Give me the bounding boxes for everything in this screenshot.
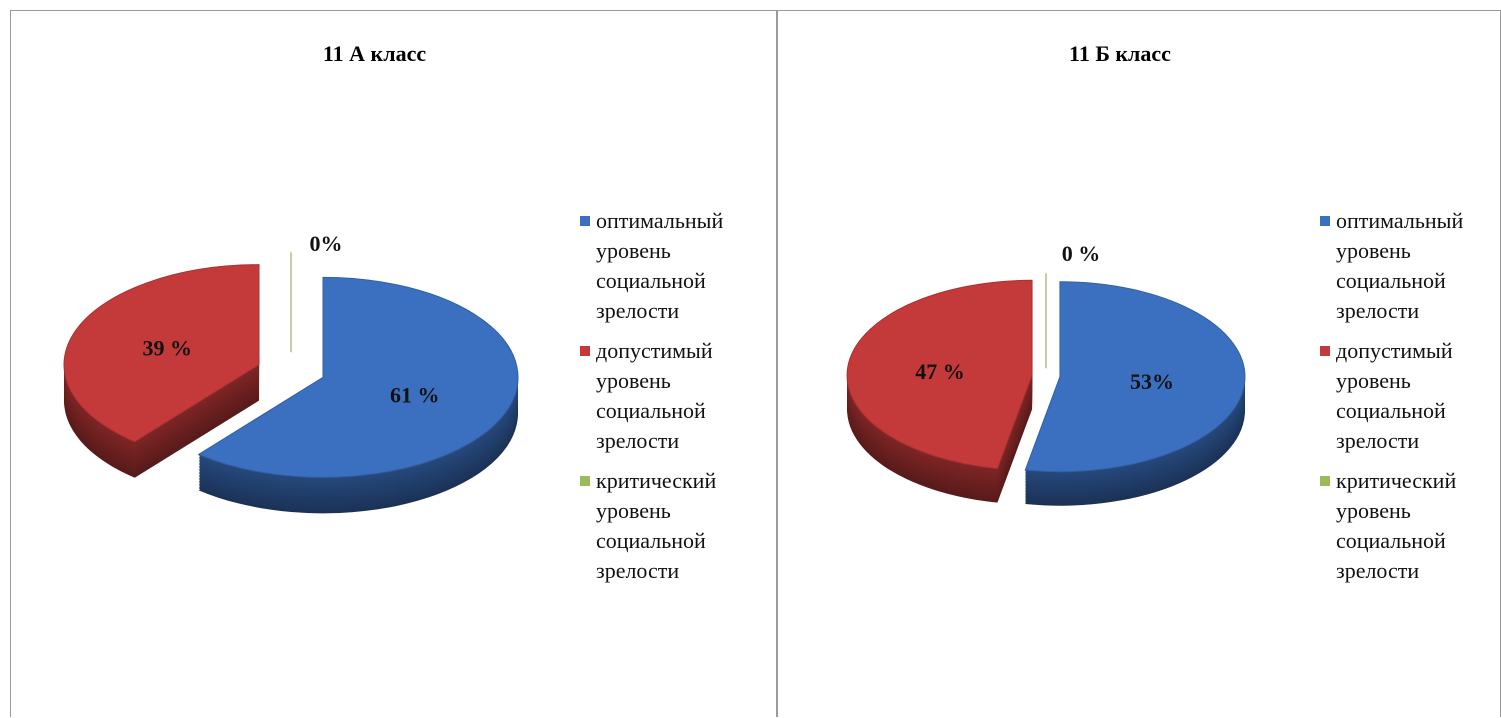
legend: оптимальный уровень социальной зрелости д… — [1318, 206, 1498, 596]
slice — [846, 279, 1033, 470]
legend: оптимальный уровень социальной зрелости д… — [578, 206, 758, 596]
slice — [1024, 281, 1246, 473]
chart: 11 А класс 61 % 39 % 0% — [63, 41, 519, 514]
legend-label: оптимальный уровень социальной зрелости — [1336, 208, 1464, 323]
legend-label: оптимальный уровень социальной зрелости — [596, 208, 724, 323]
chart-panel: 11 Б класс 53% 47 % 0 % оптимальный уровень … — [777, 10, 1501, 717]
legend-item: критический уровень социальной зрелости — [1318, 466, 1498, 586]
legend-item: критический уровень социальной зрелости — [578, 466, 758, 586]
chart-title: 11 А класс — [323, 41, 426, 66]
data-label: 0% — [310, 231, 343, 256]
legend-item: допустимый уровень социальной зрелости — [1318, 336, 1498, 456]
slice — [197, 276, 519, 478]
data-label: 61 % — [390, 382, 440, 407]
legend-label: критический уровень социальной зрелости — [1336, 468, 1457, 583]
legend-swatch — [1320, 346, 1330, 356]
legend-label: допустимый уровень социальной зрелости — [1336, 338, 1453, 453]
legend-label: допустимый уровень социальной зрелости — [596, 338, 713, 453]
legend-item: оптимальный уровень социальной зрелости — [578, 206, 758, 326]
legend-swatch — [1320, 476, 1330, 486]
legend-swatch — [580, 346, 590, 356]
legend-swatch — [1320, 216, 1330, 226]
data-label: 39 % — [143, 336, 193, 361]
legend-label: критический уровень социальной зрелости — [596, 468, 717, 583]
slice — [63, 264, 260, 443]
legend-swatch — [580, 216, 590, 226]
data-label: 0 % — [1062, 241, 1101, 266]
legend-item: допустимый уровень социальной зрелости — [578, 336, 758, 456]
data-label: 53% — [1130, 369, 1174, 394]
chart-title: 11 Б класс — [1069, 41, 1171, 66]
data-label: 47 % — [915, 359, 965, 384]
chart: 11 Б класс 53% 47 % 0 % — [846, 41, 1246, 506]
chart-panel: 11 А класс 61 % 39 % 0% оптимальный уровень … — [10, 10, 777, 717]
legend-swatch — [580, 476, 590, 486]
legend-item: оптимальный уровень социальной зрелости — [1318, 206, 1498, 326]
